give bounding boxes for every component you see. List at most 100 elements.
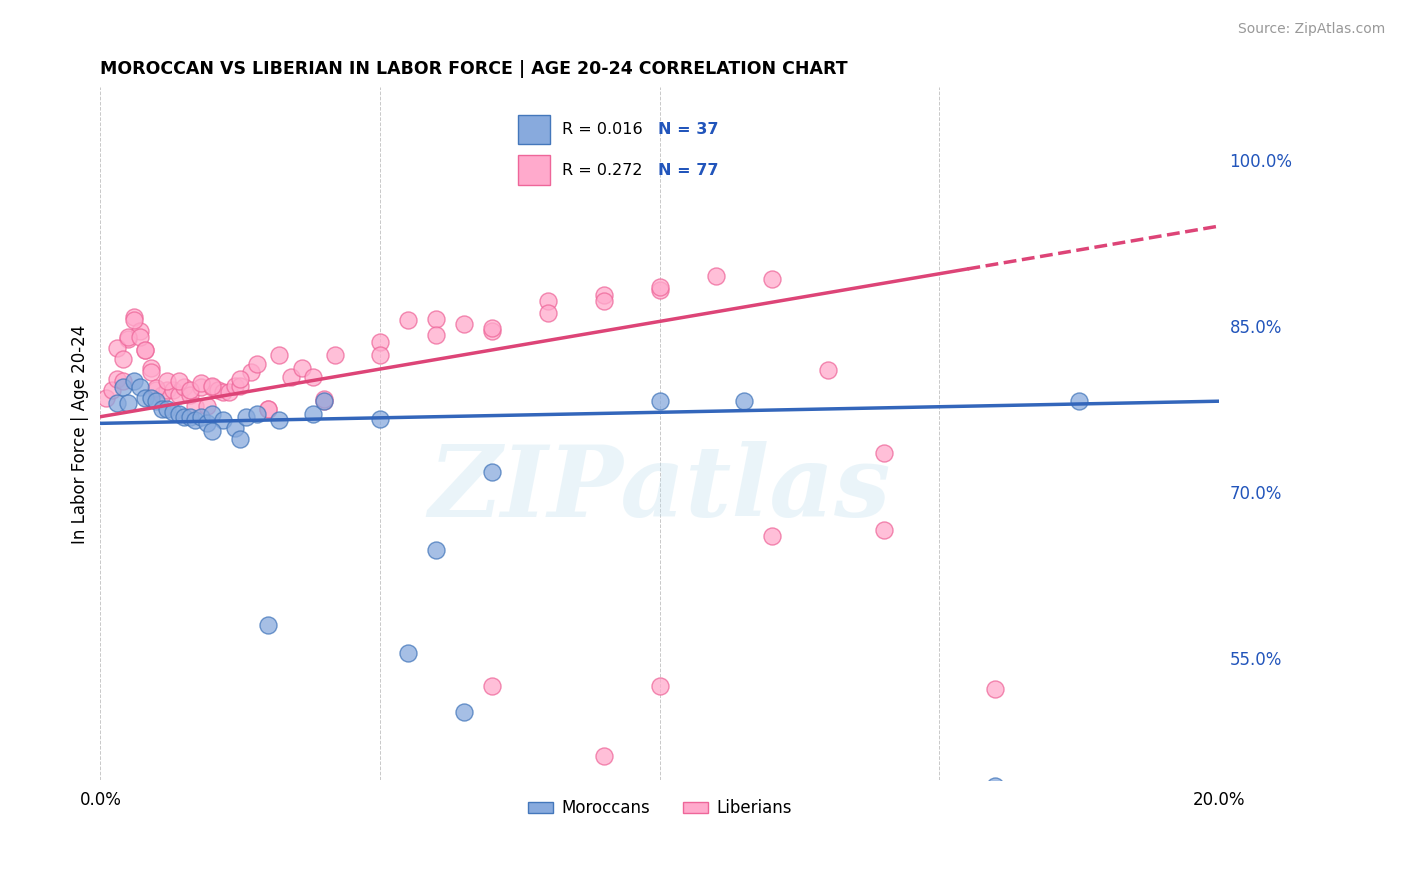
- Point: [162, 383, 184, 397]
- Point: [984, 682, 1007, 697]
- Point: [201, 380, 224, 394]
- Point: [872, 446, 894, 460]
- Point: [229, 372, 252, 386]
- Point: [1069, 394, 1091, 409]
- Point: [167, 408, 190, 422]
- Point: [537, 305, 560, 319]
- Point: [257, 618, 280, 632]
- Point: [105, 341, 128, 355]
- Point: [173, 409, 195, 424]
- Point: [425, 327, 447, 342]
- Point: [128, 330, 150, 344]
- Point: [212, 413, 235, 427]
- Point: [201, 378, 224, 392]
- Point: [257, 401, 280, 416]
- Y-axis label: In Labor Force | Age 20-24: In Labor Force | Age 20-24: [72, 325, 89, 543]
- Point: [184, 413, 207, 427]
- Text: Source: ZipAtlas.com: Source: ZipAtlas.com: [1237, 22, 1385, 37]
- Point: [105, 372, 128, 386]
- Point: [537, 294, 560, 309]
- Legend: Moroccans, Liberians: Moroccans, Liberians: [522, 793, 799, 824]
- Point: [139, 365, 162, 379]
- Point: [94, 391, 117, 405]
- Point: [246, 408, 269, 422]
- Point: [128, 380, 150, 394]
- Point: [592, 294, 614, 309]
- Point: [269, 413, 291, 427]
- Point: [145, 394, 167, 409]
- Point: [592, 748, 614, 763]
- Point: [156, 383, 179, 397]
- Point: [817, 363, 839, 377]
- Point: [425, 312, 447, 326]
- Point: [134, 343, 156, 358]
- Point: [761, 272, 783, 286]
- Point: [648, 679, 671, 693]
- Point: [156, 374, 179, 388]
- Point: [134, 391, 156, 405]
- Point: [396, 646, 419, 660]
- Point: [368, 348, 391, 362]
- Point: [257, 401, 280, 416]
- Point: [111, 374, 134, 388]
- Point: [368, 412, 391, 426]
- Point: [481, 324, 503, 338]
- Point: [425, 542, 447, 557]
- Point: [314, 392, 336, 406]
- Point: [302, 369, 325, 384]
- Point: [162, 405, 184, 419]
- Text: MOROCCAN VS LIBERIAN IN LABOR FORCE | AGE 20-24 CORRELATION CHART: MOROCCAN VS LIBERIAN IN LABOR FORCE | AG…: [100, 60, 848, 78]
- Point: [201, 408, 224, 422]
- Point: [156, 401, 179, 416]
- Point: [314, 394, 336, 409]
- Point: [323, 348, 346, 362]
- Point: [117, 332, 139, 346]
- Point: [122, 374, 145, 388]
- Point: [117, 330, 139, 344]
- Text: ZIPatlas: ZIPatlas: [429, 441, 891, 538]
- Point: [235, 409, 257, 424]
- Point: [105, 396, 128, 410]
- Point: [761, 529, 783, 543]
- Point: [269, 348, 291, 362]
- Point: [207, 383, 229, 397]
- Point: [195, 399, 218, 413]
- Point: [179, 383, 201, 397]
- Point: [481, 465, 503, 479]
- Point: [122, 310, 145, 324]
- Point: [190, 380, 212, 394]
- Point: [173, 380, 195, 394]
- Point: [150, 401, 173, 416]
- Point: [212, 385, 235, 400]
- Point: [396, 313, 419, 327]
- Point: [190, 409, 212, 424]
- Point: [648, 394, 671, 409]
- Point: [280, 369, 302, 384]
- Point: [122, 313, 145, 327]
- Point: [648, 280, 671, 294]
- Point: [139, 391, 162, 405]
- Point: [453, 705, 475, 719]
- Point: [984, 779, 1007, 793]
- Point: [190, 376, 212, 391]
- Point: [179, 387, 201, 401]
- Point: [229, 378, 252, 392]
- Point: [229, 432, 252, 446]
- Point: [128, 324, 150, 338]
- Point: [368, 335, 391, 350]
- Point: [134, 343, 156, 358]
- Point: [453, 317, 475, 331]
- Point: [240, 365, 263, 379]
- Point: [179, 409, 201, 424]
- Point: [872, 523, 894, 537]
- Point: [648, 283, 671, 297]
- Point: [150, 387, 173, 401]
- Point: [302, 408, 325, 422]
- Point: [117, 396, 139, 410]
- Point: [224, 378, 246, 392]
- Point: [139, 360, 162, 375]
- Point: [291, 360, 314, 375]
- Point: [314, 394, 336, 409]
- Point: [201, 424, 224, 438]
- Point: [218, 385, 240, 400]
